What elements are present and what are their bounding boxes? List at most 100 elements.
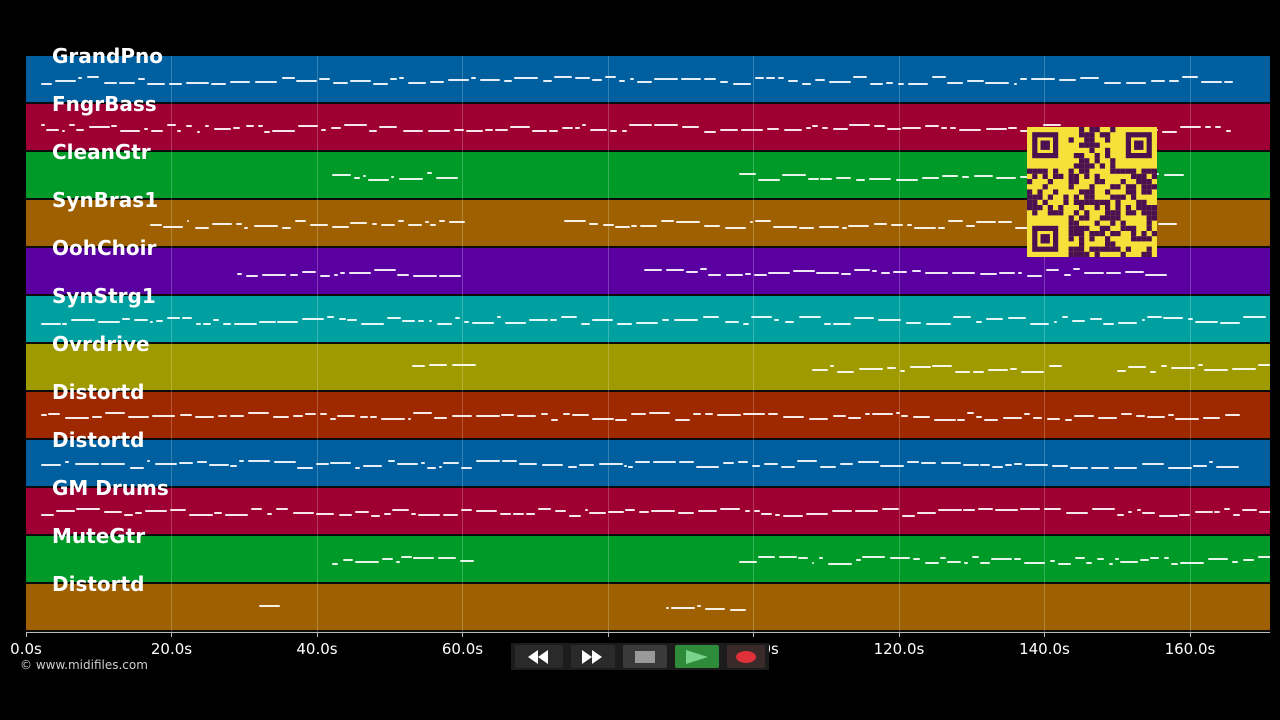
midi-note bbox=[1058, 79, 1077, 81]
midi-note bbox=[1201, 81, 1222, 83]
grid-line bbox=[1189, 56, 1191, 632]
midi-note bbox=[1103, 323, 1115, 325]
midi-note bbox=[513, 77, 539, 79]
midi-note bbox=[1204, 369, 1229, 371]
midi-note bbox=[296, 80, 317, 82]
midi-note bbox=[848, 225, 869, 227]
midi-note bbox=[1021, 371, 1045, 373]
midi-note bbox=[732, 83, 752, 85]
midi-note bbox=[914, 227, 937, 229]
midi-note bbox=[387, 317, 401, 319]
midi-note bbox=[811, 369, 828, 371]
midi-note bbox=[897, 83, 905, 85]
midi-note bbox=[1124, 271, 1144, 273]
midi-note bbox=[920, 462, 936, 464]
midi-note bbox=[941, 175, 958, 177]
midi-note bbox=[433, 417, 448, 419]
midi-note bbox=[428, 320, 433, 322]
record-button[interactable] bbox=[727, 645, 765, 668]
midi-note bbox=[1209, 461, 1213, 463]
midi-note bbox=[977, 508, 994, 510]
track-separator bbox=[26, 486, 1270, 488]
midi-note bbox=[830, 365, 834, 367]
track-separator bbox=[26, 246, 1270, 248]
midi-note bbox=[963, 464, 979, 466]
midi-note bbox=[599, 463, 623, 465]
midi-note bbox=[370, 515, 380, 517]
midi-note bbox=[205, 125, 209, 127]
midi-note bbox=[1216, 466, 1240, 468]
midi-note bbox=[1007, 317, 1027, 319]
midi-note bbox=[436, 323, 452, 325]
midi-note bbox=[195, 323, 201, 325]
midi-note bbox=[621, 130, 628, 132]
midi-note bbox=[637, 81, 652, 83]
midi-note bbox=[858, 461, 879, 463]
grid-line bbox=[1044, 56, 1046, 632]
midi-note bbox=[186, 220, 190, 222]
midi-note bbox=[337, 415, 356, 417]
record-icon bbox=[736, 650, 756, 663]
midi-note bbox=[1162, 317, 1183, 319]
midi-note bbox=[1150, 80, 1166, 82]
midi-note bbox=[354, 561, 379, 563]
midi-note bbox=[580, 323, 591, 325]
midi-note bbox=[550, 419, 558, 421]
midi-note bbox=[74, 463, 99, 465]
midi-note bbox=[924, 125, 939, 127]
tick-label: 0.0s bbox=[10, 640, 42, 658]
midi-note bbox=[354, 467, 360, 469]
midi-note bbox=[808, 178, 819, 180]
midi-note bbox=[245, 275, 259, 277]
qr-code bbox=[1027, 127, 1157, 257]
midi-note bbox=[1030, 323, 1049, 325]
midi-note bbox=[330, 462, 351, 464]
midi-note bbox=[464, 321, 469, 323]
midi-note bbox=[554, 510, 566, 512]
midi-note bbox=[1203, 417, 1221, 419]
track-lane bbox=[26, 392, 1270, 438]
fast-forward-button[interactable] bbox=[571, 645, 615, 668]
midi-note bbox=[411, 513, 417, 515]
midi-note bbox=[824, 323, 831, 325]
midi-note bbox=[966, 412, 974, 414]
midi-note bbox=[1013, 558, 1022, 560]
midi-note bbox=[1181, 76, 1199, 78]
midi-note bbox=[910, 366, 931, 368]
midi-note bbox=[654, 78, 679, 80]
rewind-icon bbox=[528, 649, 548, 664]
midi-note bbox=[123, 514, 133, 516]
track-name: SynBras1 bbox=[52, 188, 159, 212]
midi-note bbox=[901, 127, 922, 129]
midi-note bbox=[854, 317, 875, 319]
midi-note bbox=[628, 466, 633, 468]
midi-note bbox=[40, 464, 62, 466]
grid-line bbox=[171, 56, 173, 632]
midi-note bbox=[767, 413, 779, 415]
midi-note bbox=[995, 509, 1019, 511]
midi-note bbox=[755, 220, 772, 222]
midi-note bbox=[541, 413, 548, 415]
midi-note bbox=[608, 511, 624, 513]
midi-note bbox=[1170, 563, 1179, 565]
midi-note bbox=[149, 224, 162, 226]
midi-note bbox=[584, 509, 589, 511]
play-button[interactable] bbox=[675, 645, 719, 668]
midi-note bbox=[877, 319, 902, 321]
midi-note bbox=[1106, 272, 1121, 274]
midi-note bbox=[1017, 272, 1022, 274]
midi-note bbox=[320, 275, 331, 277]
midi-note bbox=[1214, 511, 1221, 513]
midi-note bbox=[720, 508, 741, 510]
midi-note bbox=[1161, 131, 1178, 133]
midi-note bbox=[390, 78, 397, 80]
midi-note bbox=[485, 129, 494, 131]
midi-note bbox=[363, 465, 383, 467]
midi-note bbox=[460, 509, 472, 511]
midi-note bbox=[1164, 174, 1184, 176]
stop-button[interactable] bbox=[623, 645, 667, 668]
midi-note bbox=[332, 82, 349, 84]
midi-note bbox=[40, 124, 46, 126]
midi-note bbox=[947, 561, 962, 563]
rewind-button[interactable] bbox=[515, 645, 563, 668]
